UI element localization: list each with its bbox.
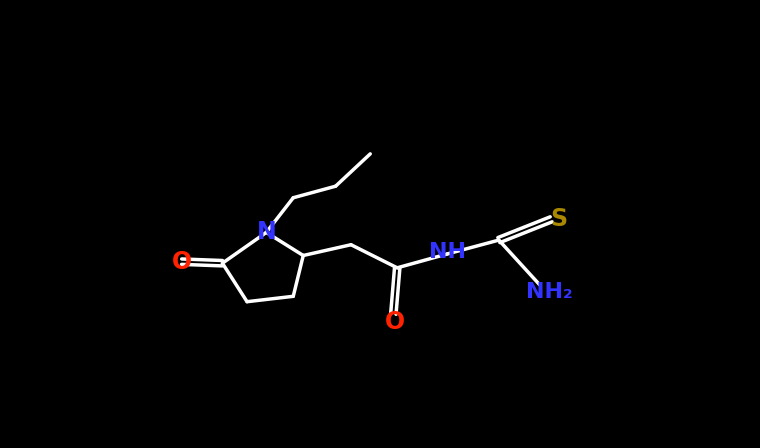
Text: NH₂: NH₂ [525,282,572,302]
Text: N: N [256,220,276,245]
Text: O: O [172,250,192,274]
Text: NH: NH [429,242,466,263]
Text: O: O [385,310,405,334]
Text: S: S [550,207,568,231]
